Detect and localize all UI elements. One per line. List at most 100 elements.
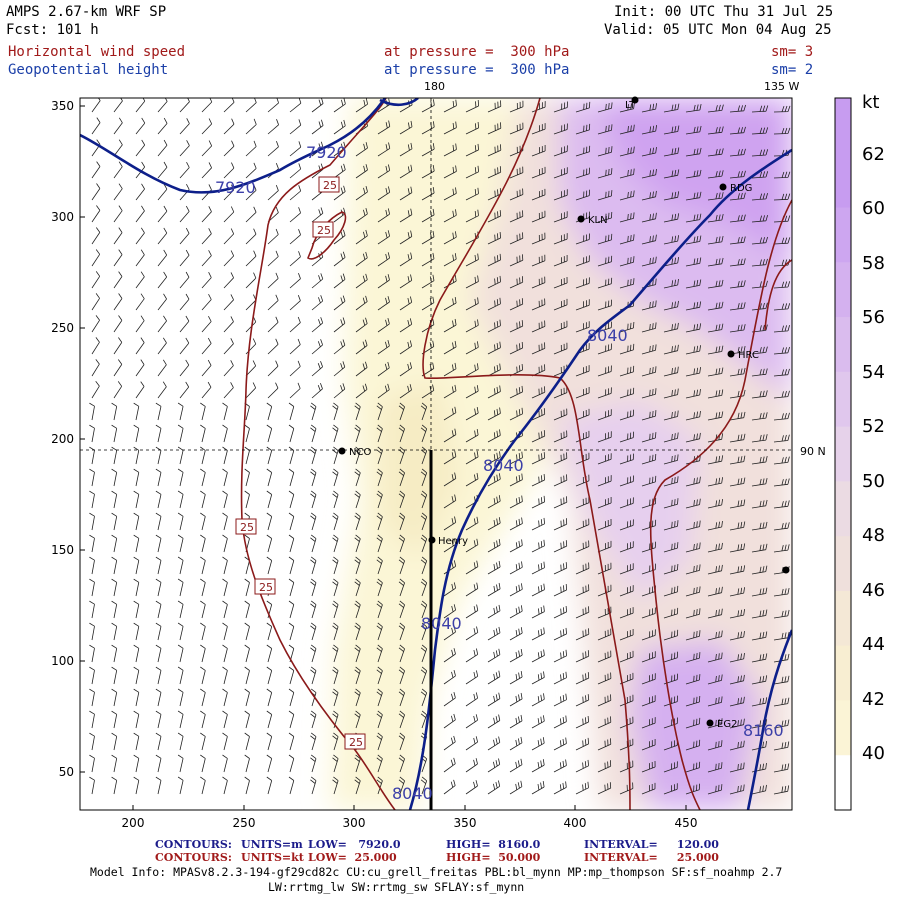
wind-barb bbox=[333, 185, 346, 201]
wind-barb bbox=[398, 424, 405, 443]
wind-barb bbox=[399, 230, 413, 245]
wind-barb bbox=[531, 495, 545, 509]
wind-barb bbox=[222, 402, 228, 421]
wind-barb bbox=[487, 582, 501, 597]
wind-barb bbox=[179, 359, 190, 377]
wind-barb bbox=[729, 346, 746, 355]
wind-barb bbox=[707, 389, 724, 399]
wind-barb bbox=[113, 337, 123, 355]
wind-barb bbox=[177, 776, 184, 795]
wind-barb bbox=[663, 257, 679, 267]
wind-barb bbox=[332, 468, 339, 487]
wind-barb bbox=[553, 342, 568, 355]
wind-barb bbox=[729, 674, 745, 685]
wind-barb bbox=[729, 302, 746, 311]
wind-barb bbox=[133, 446, 140, 465]
height-contour-label: 8160 bbox=[743, 721, 784, 740]
wind-barb bbox=[663, 300, 679, 311]
wind-barb bbox=[111, 556, 118, 575]
wind-barb bbox=[311, 317, 324, 333]
wind-barb bbox=[113, 381, 123, 399]
wind-barb bbox=[155, 688, 162, 707]
wind-barb bbox=[157, 227, 168, 245]
wind-barb bbox=[332, 622, 339, 641]
wind-barb bbox=[310, 512, 317, 531]
wind-barb bbox=[332, 578, 339, 597]
wind-barb bbox=[619, 278, 635, 289]
wind-barb bbox=[267, 140, 279, 157]
wind-barb bbox=[266, 644, 273, 663]
wind-barb bbox=[575, 189, 590, 201]
wind-barb bbox=[398, 468, 405, 487]
wind-barb bbox=[398, 578, 405, 597]
wind-barb bbox=[421, 252, 435, 267]
wind-barb bbox=[288, 512, 295, 531]
wind-barb bbox=[89, 534, 95, 553]
wind-barb bbox=[111, 666, 118, 685]
wind-barb bbox=[157, 293, 167, 311]
wind-barb bbox=[111, 490, 118, 509]
wind-barb bbox=[487, 100, 502, 113]
wind-barb bbox=[355, 229, 368, 245]
wind-barb bbox=[443, 648, 456, 663]
wind-barb bbox=[288, 754, 295, 773]
wind-barb bbox=[443, 516, 457, 531]
wind-barb bbox=[398, 732, 405, 751]
wind-barb bbox=[553, 474, 568, 487]
wind-barb bbox=[200, 446, 206, 465]
wind-barb bbox=[443, 165, 457, 179]
wind-barb bbox=[465, 516, 479, 531]
wind-barb bbox=[155, 710, 162, 729]
wind-barb bbox=[201, 316, 212, 333]
wind-barb bbox=[553, 430, 568, 443]
wind-barb bbox=[376, 666, 383, 685]
field1-smoothing: sm= 3 bbox=[771, 44, 814, 60]
colorbar-cell bbox=[835, 700, 851, 756]
wind-barb bbox=[111, 754, 118, 773]
wind-barb bbox=[266, 446, 273, 465]
wind-barb bbox=[509, 188, 524, 201]
wind-barb bbox=[289, 229, 301, 245]
wind-barb bbox=[465, 780, 478, 795]
wind-barb bbox=[443, 384, 457, 399]
wind-barb bbox=[177, 578, 184, 597]
wind-barb bbox=[267, 294, 279, 311]
wind-barb bbox=[597, 146, 613, 157]
wind-barb bbox=[575, 365, 590, 377]
wind-barb bbox=[266, 710, 273, 729]
wind-barb bbox=[531, 627, 545, 641]
wind-barb bbox=[663, 278, 679, 289]
wind-barb bbox=[289, 360, 301, 377]
wind-barb bbox=[355, 164, 368, 179]
wind-barb bbox=[133, 402, 140, 421]
wind-barb bbox=[663, 410, 679, 421]
wind-barb bbox=[531, 737, 545, 751]
wind-barb bbox=[201, 228, 212, 245]
wind-barb bbox=[773, 522, 790, 531]
wind-barb bbox=[222, 776, 228, 795]
wind-barb bbox=[707, 323, 724, 333]
wind-barb bbox=[333, 251, 346, 267]
wind-barb bbox=[487, 560, 501, 575]
model-title: AMPS 2.67-km WRF SP bbox=[6, 4, 167, 20]
wind-barb bbox=[443, 318, 457, 333]
wind-barb bbox=[332, 402, 339, 421]
wind-barb bbox=[200, 534, 206, 553]
wind-barb bbox=[245, 162, 257, 179]
meridian-label: 180 bbox=[424, 80, 445, 93]
wind-barb bbox=[465, 187, 479, 201]
wind-barb bbox=[376, 490, 383, 509]
wind-barb bbox=[420, 600, 428, 619]
wind-barb bbox=[155, 578, 162, 597]
wind-barb bbox=[619, 168, 635, 179]
wind-barb bbox=[111, 424, 118, 443]
wind-barb bbox=[155, 556, 162, 575]
wind-barb bbox=[707, 630, 723, 641]
height-contour-label: 8040 bbox=[483, 456, 524, 475]
wind-barb bbox=[201, 337, 212, 355]
wind-barb bbox=[465, 736, 478, 751]
wind-barb bbox=[223, 228, 235, 245]
wind-barb bbox=[288, 402, 295, 421]
wind-barb bbox=[663, 520, 679, 531]
wind-barb bbox=[201, 98, 213, 113]
